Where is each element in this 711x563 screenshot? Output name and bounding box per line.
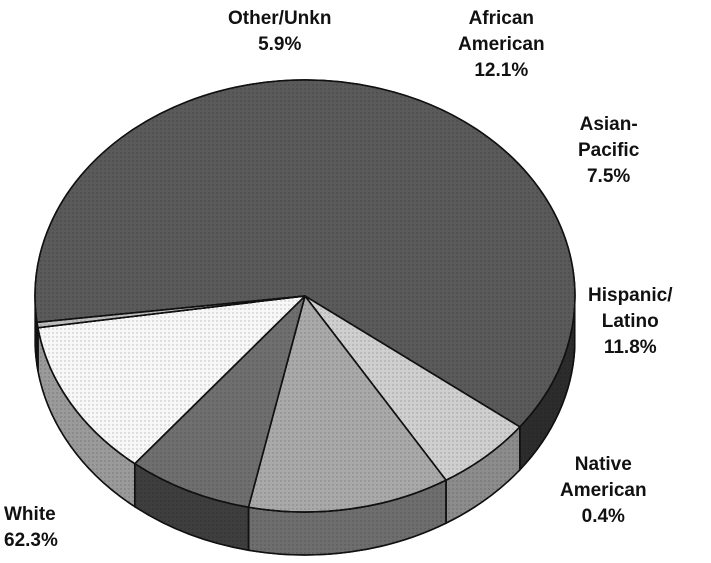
slice-name-other-unkn: Other/Unkn	[228, 8, 332, 29]
slice-name-asian-pacific-line1: Asian-	[579, 114, 638, 135]
slice-label-white: White 62.3%	[4, 502, 58, 554]
slice-name-native-american-line2: American	[560, 480, 647, 501]
slice-name-white: White	[4, 504, 56, 525]
slice-name-african-american-line1: African	[468, 8, 535, 29]
slice-name-hispanic-latino-line2: Latino	[601, 311, 659, 332]
pie-top-layer	[34, 79, 576, 513]
pie-slice-texture-asian-pacific	[134, 295, 306, 508]
slice-value-hispanic-latino: 11.8%	[603, 337, 657, 358]
slice-value-native-american: 0.4%	[581, 506, 625, 527]
slice-value-white: 62.3%	[4, 530, 58, 551]
slice-name-african-american-line2: American	[458, 34, 545, 55]
pie-slice-texture-hispanic-latino	[37, 295, 306, 465]
slice-label-hispanic-latino: Hispanic/ Latino 11.8%	[588, 283, 672, 361]
slice-label-native-american: Native American 0.4%	[560, 452, 647, 530]
pie-slice-texture-native-american	[36, 295, 306, 329]
slice-value-african-american: 12.1%	[474, 60, 529, 81]
slice-value-asian-pacific: 7.5%	[586, 166, 631, 187]
slice-label-african-american: African American 12.1%	[458, 6, 545, 84]
slice-name-hispanic-latino-line1: Hispanic/	[588, 285, 673, 306]
slice-label-asian-pacific: Asian- Pacific 7.5%	[578, 112, 639, 190]
pie-slice-texture-white	[34, 79, 576, 428]
slice-name-native-american-line1: Native	[574, 454, 632, 475]
slice-name-asian-pacific-line2: Pacific	[578, 140, 640, 161]
slice-label-other-unkn: Other/Unkn 5.9%	[228, 6, 331, 58]
slice-value-other-unkn: 5.9%	[258, 34, 302, 55]
pie-slice-texture-african-american	[247, 295, 447, 513]
